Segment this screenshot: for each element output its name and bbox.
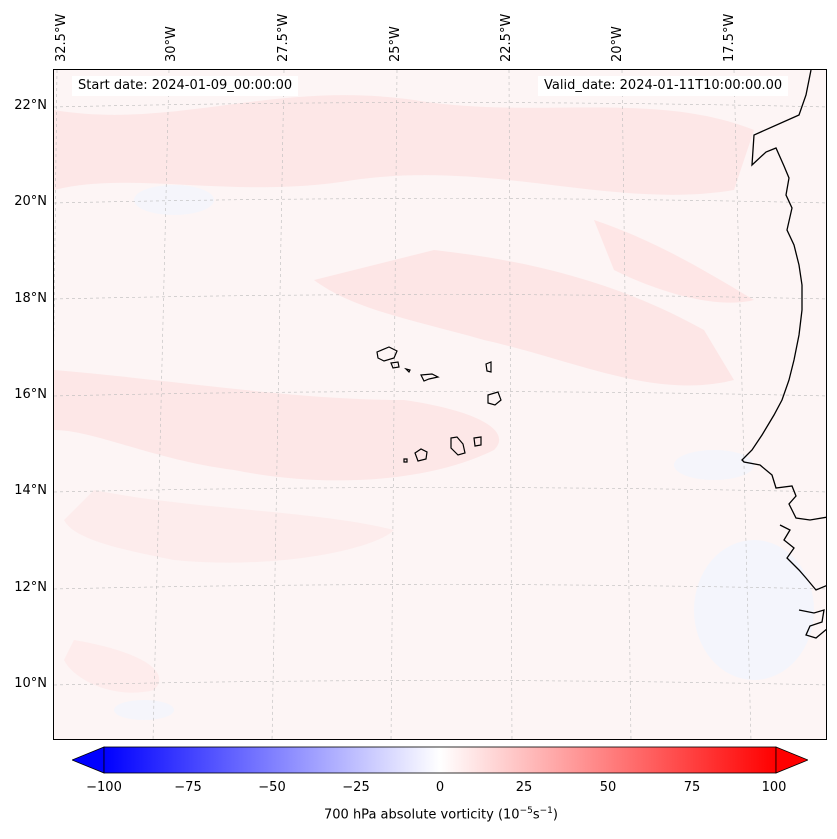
longitude-label: 17.5°W (722, 13, 737, 62)
latitude-label: 18°N (14, 291, 47, 306)
graticule-longitude (54, 70, 752, 739)
longitude-label: 30°W (164, 26, 179, 62)
colorbar-min-arrow (72, 746, 105, 774)
cape-verde-islands (376, 346, 502, 463)
vorticity-negative-patch (114, 700, 174, 720)
colorbar-tick: −50 (258, 780, 286, 795)
colorbar-tick: 0 (435, 780, 445, 795)
graticule-latitude (54, 102, 826, 686)
vorticity-band (594, 220, 754, 303)
colorbar-tick: 25 (515, 780, 533, 795)
latitude-label: 12°N (14, 580, 47, 595)
latitude-label: 20°N (14, 194, 47, 209)
vorticity-band (54, 370, 500, 481)
africa-coastline (779, 524, 826, 591)
vorticity-field (54, 70, 826, 739)
longitude-label: 27.5°W (276, 13, 291, 62)
latitude-label: 22°N (14, 98, 47, 113)
latitude-label: 10°N (14, 676, 47, 691)
latitude-label: 16°N (14, 387, 47, 402)
colorbar-tick: 75 (683, 780, 701, 795)
valid-date-label: Valid_date: 2024-01-11T10:00:00.00 (538, 76, 789, 96)
start-date-label: Start date: 2024-01-09_00:00:00 (72, 76, 299, 96)
colorbar-gradient (103, 746, 777, 774)
vorticity-negative-patch (674, 450, 754, 480)
latitude-label: 14°N (14, 483, 47, 498)
vorticity-negative-patch (694, 540, 814, 680)
colorbar-max-arrow (775, 746, 808, 774)
longitude-label: 32.5°W (54, 13, 69, 62)
longitude-label: 20°W (610, 26, 625, 62)
colorbar-tick: 100 (761, 780, 787, 795)
map-panel (53, 69, 827, 740)
longitude-label: 22.5°W (499, 13, 514, 62)
colorbar-tick: −100 (86, 780, 122, 795)
vorticity-band (64, 640, 160, 693)
colorbar-tick: −75 (174, 780, 202, 795)
africa-coastline (798, 609, 826, 639)
colorbar-title: 700 hPa absolute vorticity (10−5s−1) (324, 806, 558, 823)
colorbar (72, 746, 808, 774)
colorbar-tick: 50 (599, 780, 617, 795)
vorticity-band (54, 95, 754, 195)
africa-coastline (741, 70, 826, 521)
colorbar-tick: −25 (342, 780, 370, 795)
vorticity-negative-patch (134, 185, 214, 215)
longitude-label: 25°W (388, 26, 403, 62)
vorticity-band (314, 250, 734, 386)
vorticity-band (64, 490, 394, 563)
